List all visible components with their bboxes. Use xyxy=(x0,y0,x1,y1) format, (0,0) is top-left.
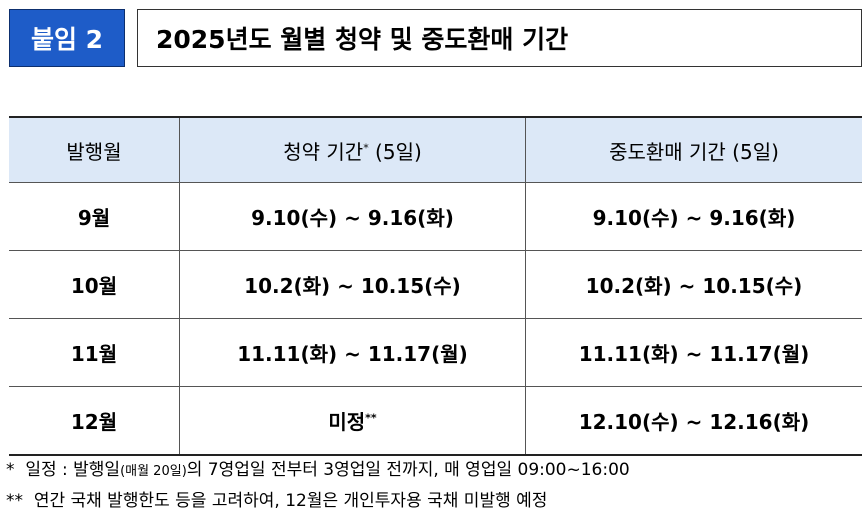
cell-text: 11.11(화) ~ 11.17(월) xyxy=(578,342,810,366)
table-cell: 미정** xyxy=(179,386,526,455)
header-text: 발행월 xyxy=(66,139,122,164)
table-cell: 11.11(화) ~ 11.17(월) xyxy=(525,318,862,387)
badge: 붙임 2 xyxy=(9,9,125,67)
cell-text: 9월 xyxy=(77,206,111,230)
table-row: 10월 10.2(화) ~ 10.15(수) 10.2(화) ~ 10.15(수) xyxy=(9,250,862,319)
footnote-text: 의 7영업일 전부터 3영업일 전까지, 매 영업일 09:00~16:00 xyxy=(186,460,630,480)
header-text: 청약 기간 xyxy=(283,139,364,164)
column-header: 중도환매 기간 (5일) xyxy=(525,116,862,183)
cell-text: 12.10(수) ~ 12.16(화) xyxy=(578,410,810,434)
cell-text: 9.10(수) ~ 9.16(화) xyxy=(592,206,796,230)
table-cell: 10.2(화) ~ 10.15(수) xyxy=(179,250,526,319)
schedule-table: 발행월 청약 기간* (5일) 중도환매 기간 (5일) 9월 9.10(수) ~… xyxy=(9,116,862,456)
table-cell: 9.10(수) ~ 9.16(화) xyxy=(179,182,526,251)
table-cell: 9월 xyxy=(9,182,180,251)
table-cell: 12월 xyxy=(9,386,180,455)
table-row: 12월 미정** 12.10(수) ~ 12.16(화) xyxy=(9,386,862,455)
table-row: 9월 9.10(수) ~ 9.16(화) 9.10(수) ~ 9.16(화) xyxy=(9,182,862,251)
cell-text: 11월 xyxy=(70,342,118,366)
footnote-text: 일정 : 발행일 xyxy=(25,460,121,480)
cell-text: 11.11(화) ~ 11.17(월) xyxy=(237,342,468,366)
table-cell: 11.11(화) ~ 11.17(월) xyxy=(179,318,526,387)
table-row: 11월 11.11(화) ~ 11.17(월) 11.11(화) ~ 11.17(월… xyxy=(9,318,862,387)
table-cell: 9.10(수) ~ 9.16(화) xyxy=(525,182,862,251)
footnote-text: (매월 20일) xyxy=(120,464,187,479)
cell-text: 10.2(화) ~ 10.15(수) xyxy=(244,274,461,298)
cell-text: 미정 xyxy=(328,410,366,434)
footnote: * 일정 : 발행일(매월 20일)의 7영업일 전부터 3영업일 전까지, 매… xyxy=(6,455,630,480)
header-text: (5일) xyxy=(375,139,422,164)
header-row: 발행월 청약 기간* (5일) 중도환매 기간 (5일) xyxy=(9,116,862,183)
table-cell: 11월 xyxy=(9,318,180,387)
footnote-mark: ** xyxy=(365,411,377,425)
footnote: ** 연간 국채 발행한도 등을 고려하여, 12월은 개인투자용 국채 미발행… xyxy=(6,486,547,511)
cell-text: 12월 xyxy=(70,410,118,434)
table-cell: 10.2(화) ~ 10.15(수) xyxy=(525,250,862,319)
cell-text: 10월 xyxy=(70,274,118,298)
footnote-mark: * xyxy=(363,140,369,154)
footnote-text: 연간 국채 발행한도 등을 고려하여, 12월은 개인투자용 국채 미발행 예정 xyxy=(33,491,548,511)
table-cell: 12.10(수) ~ 12.16(화) xyxy=(525,386,862,455)
cell-text: 9.10(수) ~ 9.16(화) xyxy=(251,206,454,230)
header-text: 중도환매 기간 (5일) xyxy=(609,139,779,164)
footnote-mark: * xyxy=(6,460,15,480)
table-cell: 10월 xyxy=(9,250,180,319)
title: 2025년도 월별 청약 및 중도환매 기간 xyxy=(137,9,862,67)
table-body: 9월 9.10(수) ~ 9.16(화) 9.10(수) ~ 9.16(화) 10월 1… xyxy=(9,182,862,455)
footnote-mark: ** xyxy=(6,491,23,511)
column-header: 발행월 xyxy=(9,116,180,183)
column-header: 청약 기간* (5일) xyxy=(179,116,526,183)
cell-text: 10.2(화) ~ 10.15(수) xyxy=(585,274,803,298)
